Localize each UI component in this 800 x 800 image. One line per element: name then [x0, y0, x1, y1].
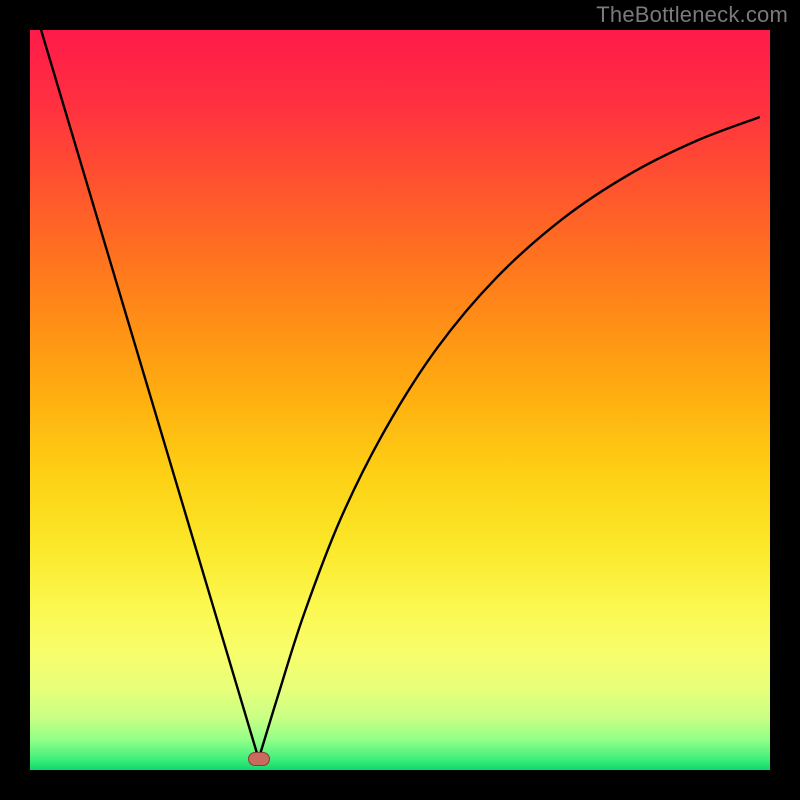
bottleneck-curve	[41, 30, 759, 759]
curve-layer	[30, 30, 770, 770]
watermark-text: TheBottleneck.com	[596, 2, 788, 28]
minimum-marker	[248, 752, 270, 766]
chart-frame: TheBottleneck.com	[0, 0, 800, 800]
plot-area	[30, 30, 770, 770]
